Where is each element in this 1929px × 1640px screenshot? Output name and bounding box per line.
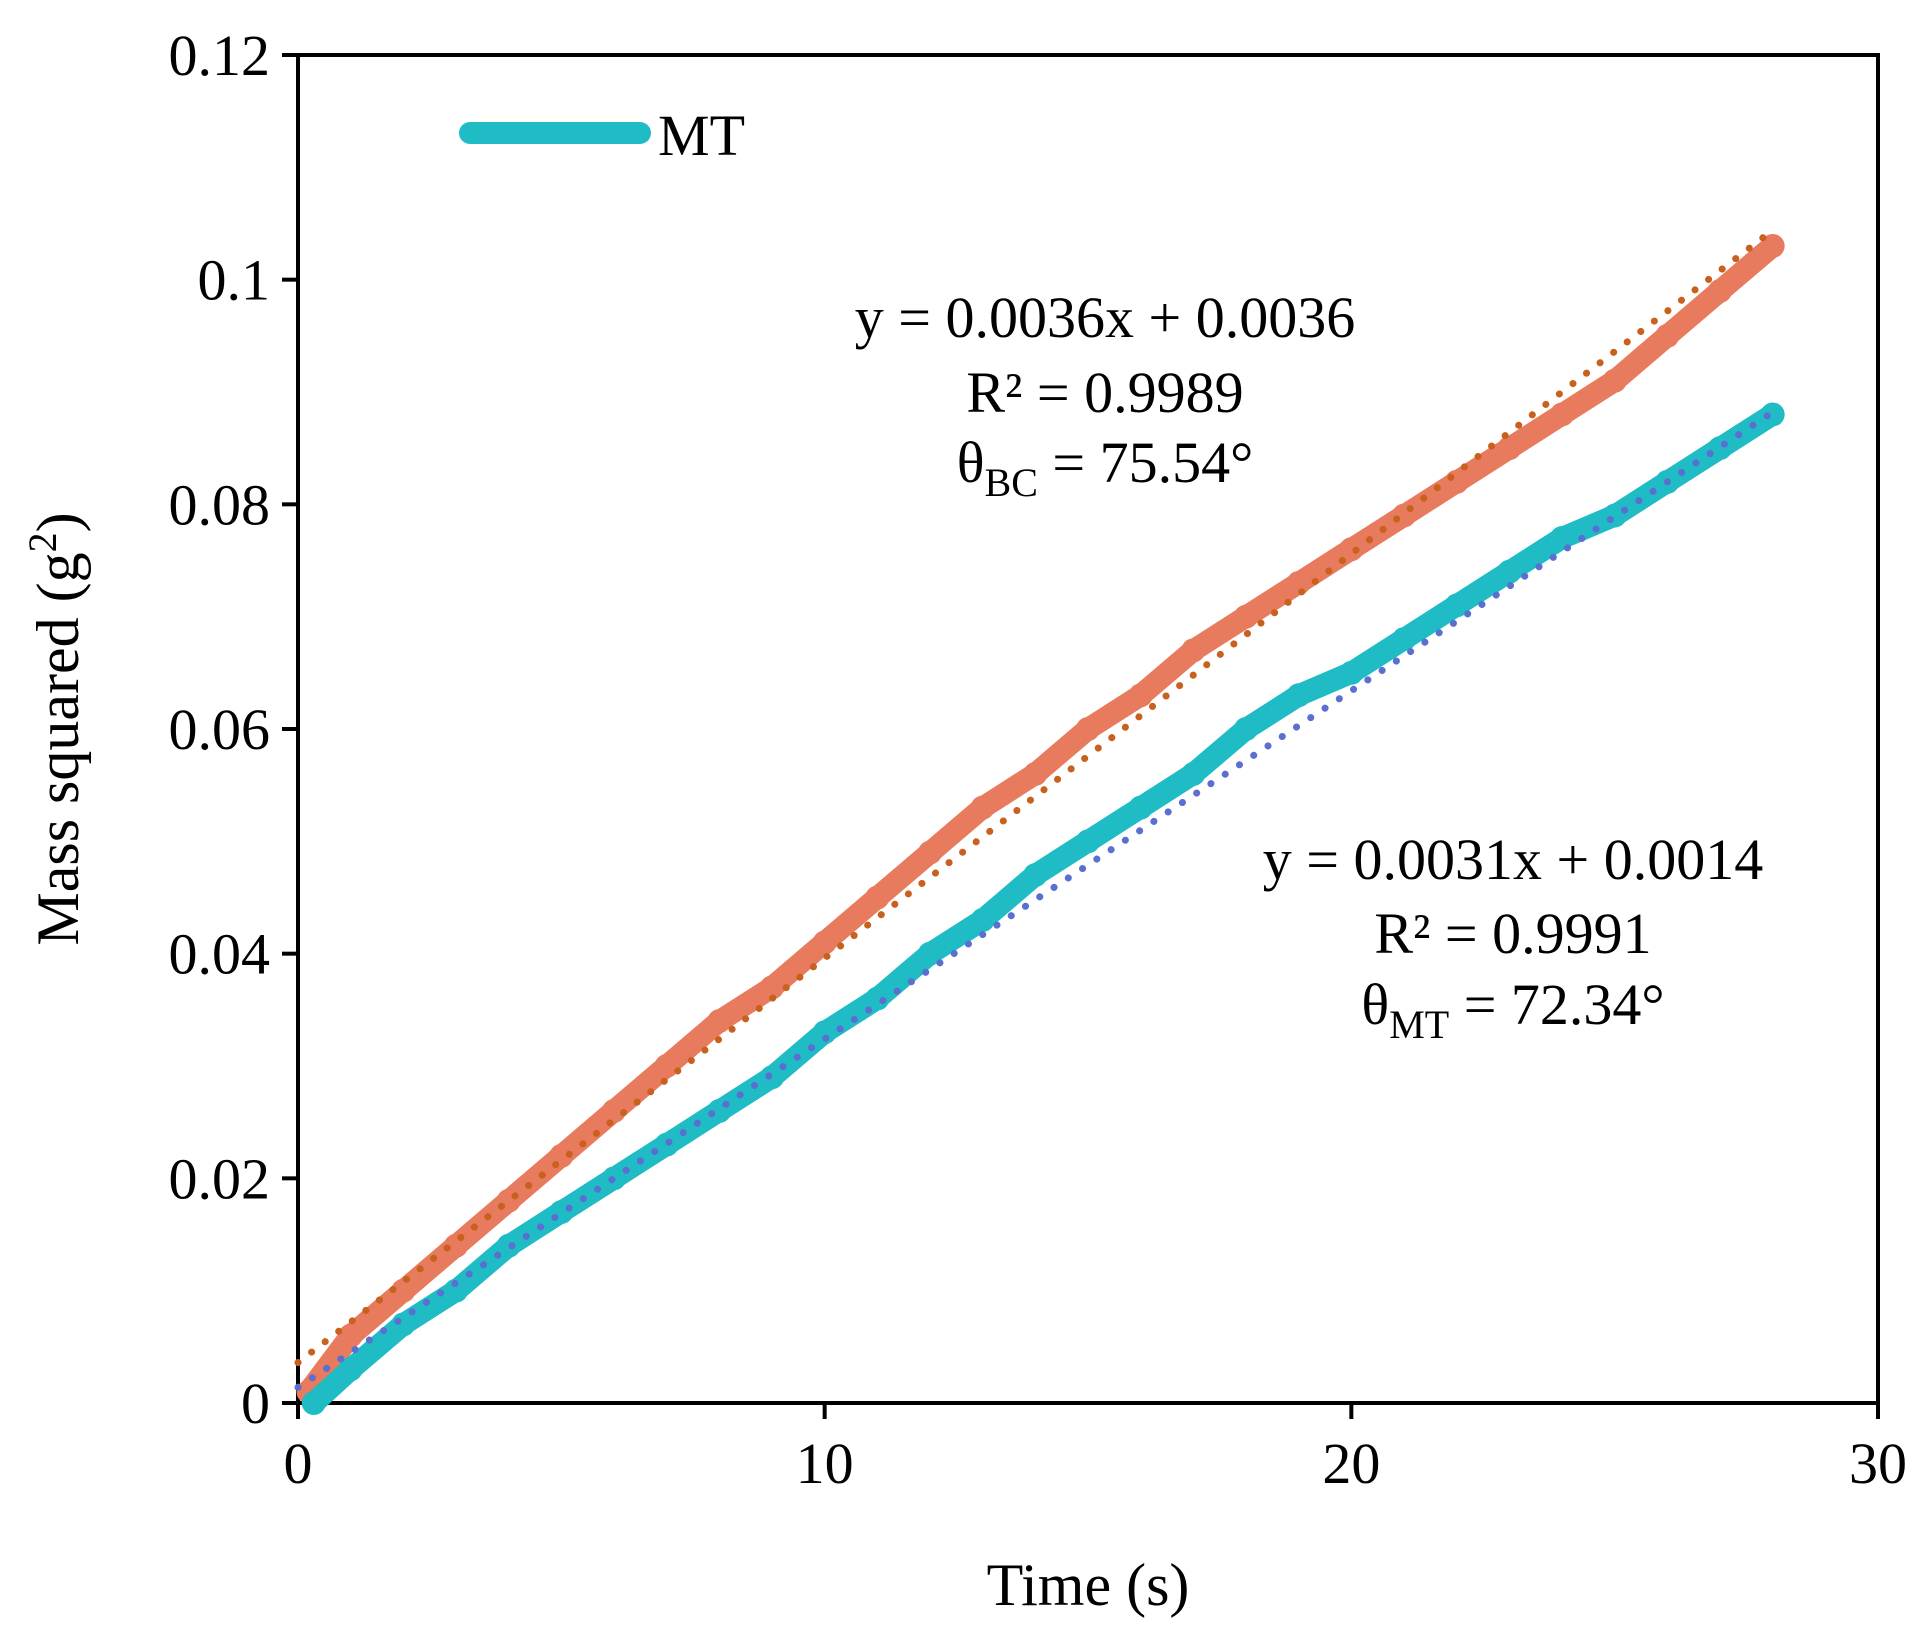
data-point-mt	[444, 1278, 468, 1303]
annotation-mt-r2: R² = 0.9991	[1374, 901, 1651, 966]
data-point-bc	[1655, 323, 1680, 348]
data-point-mt	[1128, 795, 1153, 820]
data-point-mt	[812, 1020, 837, 1045]
data-point-bc	[1286, 570, 1311, 595]
data-point-bc	[1550, 402, 1574, 427]
annotation-mt-theta-symbol: θ	[1361, 972, 1389, 1037]
data-point-bc	[602, 1098, 626, 1123]
annotation-bc-theta: θBC = 75.54°	[957, 430, 1254, 505]
y-tick-label: 0.06	[169, 697, 271, 762]
annotation-bc-theta-symbol: θ	[957, 430, 985, 495]
y-axis-title: Mass squared (g2)	[20, 512, 91, 945]
data-point-bc	[1076, 717, 1100, 741]
data-point-bc	[1234, 604, 1258, 629]
y-tick-label: 0.12	[169, 23, 271, 88]
data-point-mt	[1234, 717, 1258, 741]
data-point-bc	[707, 1009, 732, 1034]
data-point-mt	[865, 986, 890, 1011]
x-axis-title: Time (s)	[987, 1552, 1190, 1618]
data-point-bc	[1023, 761, 1048, 786]
data-point-bc	[1128, 683, 1153, 708]
data-point-mt	[1392, 627, 1416, 652]
x-tick-label: 10	[796, 1431, 854, 1496]
data-point-bc	[760, 975, 784, 1000]
y-tick-label: 0.08	[169, 472, 271, 537]
annotation-bc-theta-value: = 75.54°	[1038, 430, 1253, 495]
data-point-bc	[1444, 469, 1469, 494]
data-point-bc	[654, 1054, 679, 1078]
series-layer	[296, 233, 1785, 1415]
y-tick-label: 0.02	[169, 1146, 271, 1211]
x-tick-label: 0	[284, 1431, 313, 1496]
data-point-mt	[918, 941, 942, 966]
data-point-mt	[1286, 683, 1311, 708]
legend: MT	[459, 103, 745, 168]
y-tick-label: 0.04	[169, 922, 271, 987]
data-point-mt	[391, 1312, 416, 1337]
annotation-mt-theta-subscript: MT	[1389, 1002, 1449, 1047]
plot-area: 0 0.02 0.04 0.06 0.08 0.1 0.12 0 10 20 30	[169, 23, 1908, 1496]
annotation-mt-theta-value: = 72.34°	[1449, 972, 1664, 1037]
trendline-bc	[294, 226, 1777, 1367]
legend-label-mt: MT	[658, 103, 745, 168]
x-tick-label: 30	[1849, 1431, 1907, 1496]
data-point-bc	[970, 795, 995, 820]
data-point-mt	[338, 1357, 363, 1382]
annotation-mt-theta: θMT = 72.34°	[1361, 972, 1664, 1047]
x-axis-ticks: 0 10 20 30	[284, 1403, 1907, 1496]
y-axis-title-main: Mass squared (g	[25, 552, 91, 945]
data-point-bc	[812, 930, 837, 955]
data-point-mt	[1444, 593, 1469, 618]
data-point-bc	[1760, 233, 1785, 258]
x-tick-label: 20	[1322, 1431, 1380, 1496]
annotation-bc: y = 0.0036x + 0.0036 R² = 0.9989 θBC = 7…	[855, 285, 1355, 505]
data-point-bc	[1181, 638, 1206, 663]
trendline-layer	[294, 226, 1777, 1391]
data-point-mt	[301, 1391, 326, 1415]
data-point-mt	[970, 907, 995, 932]
data-point-bc	[918, 840, 942, 865]
y-tick-label: 0	[241, 1371, 270, 1436]
data-point-mt	[1339, 660, 1364, 685]
data-point-bc	[391, 1278, 416, 1303]
y-tick-label: 0.1	[198, 248, 271, 313]
annotation-mt: y = 0.0031x + 0.0014 R² = 0.9991 θMT = 7…	[1263, 827, 1763, 1047]
trendline-mt	[294, 408, 1777, 1391]
data-point-bc	[1497, 436, 1522, 461]
y-axis-title-superscript: 2	[20, 532, 65, 552]
annotation-bc-theta-subscript: BC	[985, 460, 1038, 505]
annotation-mt-equation: y = 0.0031x + 0.0014	[1263, 827, 1763, 892]
data-point-bc	[1602, 368, 1627, 393]
data-point-bc	[1339, 537, 1364, 562]
data-point-bc	[1708, 278, 1732, 303]
data-point-mt	[1760, 402, 1785, 427]
data-point-mt	[1076, 829, 1100, 854]
data-point-mt	[1550, 526, 1574, 551]
data-point-mt	[1497, 559, 1522, 584]
data-point-mt	[1181, 761, 1206, 786]
annotation-bc-equation: y = 0.0036x + 0.0036	[855, 285, 1355, 350]
data-point-bc	[338, 1323, 363, 1348]
y-axis-title-close: )	[25, 512, 91, 532]
annotation-bc-r2: R² = 0.9989	[966, 360, 1243, 425]
y-axis-ticks: 0 0.02 0.04 0.06 0.08 0.1 0.12	[169, 23, 298, 1436]
data-point-bc	[865, 885, 890, 910]
data-point-mt	[1023, 863, 1048, 888]
